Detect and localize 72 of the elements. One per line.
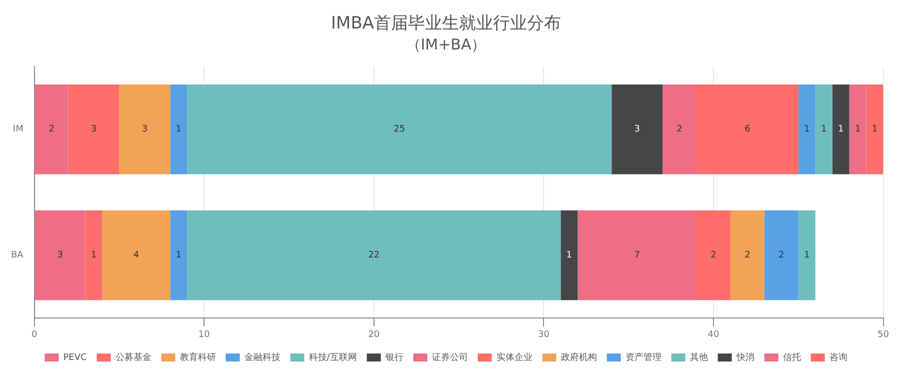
- data-label: 3: [57, 250, 63, 261]
- bar: [815, 84, 832, 174]
- legend-label: 快消: [735, 352, 754, 363]
- legend-label: 资产管理: [625, 352, 662, 363]
- bar: [187, 210, 561, 300]
- legend-label: 政府机构: [560, 352, 597, 363]
- bar: [68, 84, 120, 174]
- bar: [696, 210, 730, 300]
- bar: [187, 84, 612, 174]
- data-label: 1: [176, 124, 182, 135]
- bar: [85, 210, 102, 300]
- data-label: 22: [368, 250, 380, 261]
- legend-label: 信托: [782, 352, 801, 363]
- x-tick-label: 0: [31, 330, 38, 340]
- chart-title: IMBA首届毕业生就业行业分布: [331, 14, 561, 34]
- bar: [34, 210, 86, 300]
- data-label: 2: [676, 124, 682, 135]
- bar: [34, 84, 68, 174]
- legend-label: 科技/互联网: [308, 352, 357, 363]
- bar: [764, 210, 798, 300]
- data-label: 7: [634, 250, 640, 261]
- data-label: 6: [744, 124, 751, 135]
- y-tick-label: BA: [10, 250, 24, 261]
- bar: [560, 210, 578, 300]
- bar: [612, 84, 663, 174]
- legend-label: PEVC: [63, 352, 87, 363]
- bar: [866, 84, 884, 174]
- data-label: 1: [838, 124, 844, 135]
- legend-label: 银行: [384, 352, 404, 363]
- data-label: 2: [744, 250, 750, 261]
- data-label: 1: [176, 250, 182, 261]
- legend-label: 证券公司: [432, 352, 468, 363]
- data-label: 3: [142, 124, 148, 135]
- data-label: 25: [394, 124, 406, 135]
- legend-label: 金融科技: [244, 352, 280, 363]
- bar: [170, 84, 188, 174]
- bar: [102, 210, 170, 300]
- data-label: 1: [90, 250, 97, 261]
- data-label: 2: [48, 124, 54, 135]
- legend-label: 公募基金: [115, 352, 152, 363]
- bar: [832, 84, 850, 174]
- x-tick-label: 20: [368, 330, 380, 340]
- data-label: 3: [634, 124, 640, 135]
- bar: [849, 84, 866, 174]
- bar: [730, 210, 764, 300]
- data-label: 1: [820, 124, 827, 135]
- bar: [170, 210, 188, 300]
- bar: [578, 210, 697, 300]
- legend-label: 实体企业: [496, 352, 532, 363]
- data-label: 1: [872, 124, 878, 135]
- bar: [798, 210, 816, 300]
- x-tick-label: 40: [708, 330, 720, 340]
- x-tick-label: 30: [538, 330, 550, 340]
- data-label: 1: [854, 124, 861, 135]
- data-label: 1: [566, 250, 572, 261]
- legend-label: 其他: [690, 352, 708, 363]
- data-label: 2: [778, 250, 784, 261]
- data-label: 3: [90, 124, 97, 135]
- bar: [798, 84, 816, 174]
- x-tick-label: 10: [198, 330, 210, 340]
- data-label: 1: [804, 250, 810, 261]
- bar: [119, 84, 170, 174]
- data-label: 1: [804, 124, 810, 135]
- bar: [662, 84, 697, 174]
- data-label: 2: [710, 250, 716, 261]
- bar: [696, 84, 798, 174]
- legend-label: 教育科研: [180, 352, 216, 363]
- chart-subtitle: （IM+BA）: [406, 35, 486, 54]
- legend-label: 咨询: [829, 352, 848, 363]
- data-label: 4: [133, 250, 140, 261]
- y-tick-label: IM: [12, 124, 24, 135]
- x-tick-label: 50: [878, 330, 890, 340]
